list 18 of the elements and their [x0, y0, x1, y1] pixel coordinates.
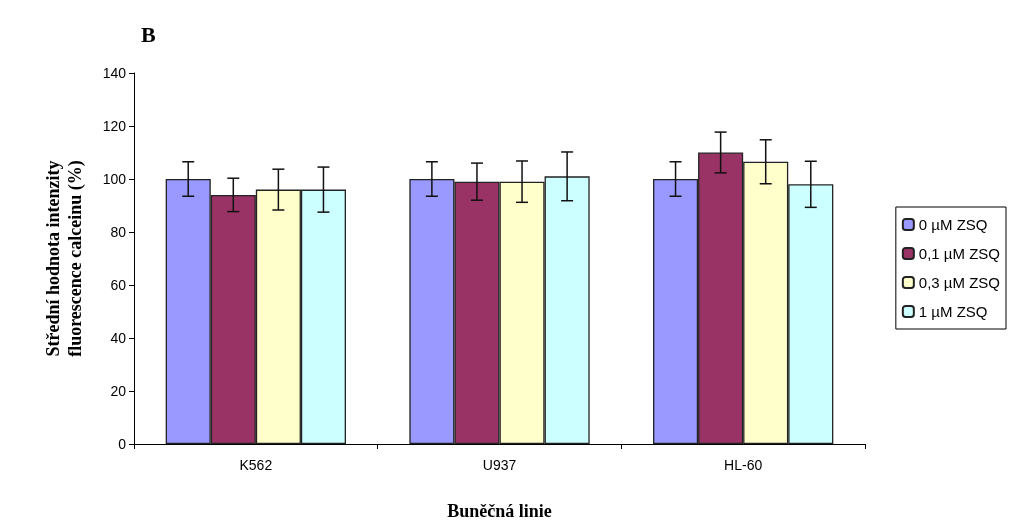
- y-axis-title: Střední hodnota intenzity fluorescence calceinu (%): [43, 160, 86, 357]
- x-tick-label: HL-60: [724, 457, 763, 473]
- y-tick-label: 60: [110, 277, 127, 293]
- y-tick-label: 140: [102, 65, 127, 81]
- y-tick-label: 120: [102, 118, 127, 134]
- x-tick-label: U937: [482, 457, 517, 473]
- legend-label: 0,1 µM ZSQ: [918, 245, 1001, 262]
- legend-label: 1 µM ZSQ: [918, 303, 988, 320]
- y-tick-label: 80: [110, 224, 127, 240]
- legend-label: 0 µM ZSQ: [918, 216, 988, 233]
- y-tick-label: 40: [110, 330, 127, 346]
- chart-title: B: [141, 21, 156, 47]
- y-tick-label: 100: [102, 171, 127, 187]
- x-axis-title: Buněčná linie: [447, 501, 552, 521]
- legend-label: 0,3 µM ZSQ: [918, 274, 1001, 291]
- y-tick-label: 20: [110, 383, 127, 399]
- y-tick-label: 0: [118, 436, 127, 452]
- x-tick-label: K562: [239, 457, 273, 473]
